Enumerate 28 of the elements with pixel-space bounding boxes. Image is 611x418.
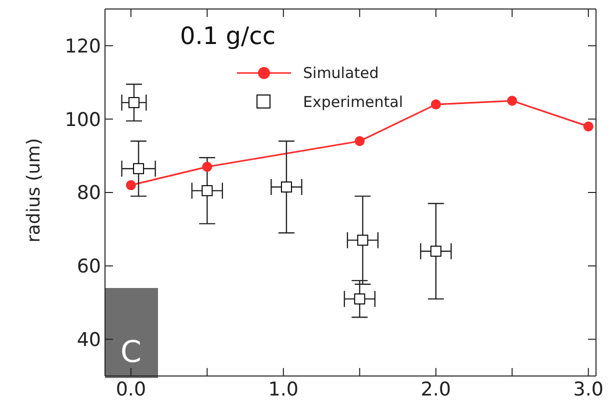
point [354,136,365,146]
y-tick-label: 100 [64,108,101,131]
panel-letter-box: C [105,288,158,378]
annotation: C [120,335,142,370]
y-tick-label: 40 [76,329,101,352]
y-axis-title: radius (um) [23,138,44,242]
x-tick-label: 2.0 [420,378,451,400]
point [126,180,136,190]
point [430,99,441,110]
legend-label: Simulated [303,64,379,82]
point [280,181,292,192]
x-tick-label: 1.0 [268,378,299,400]
x-tick-label: 0.0 [116,378,146,400]
point [357,234,368,246]
point [133,163,144,174]
point [430,246,442,257]
y-tick-label: 60 [76,256,101,278]
point [202,162,212,172]
point [354,293,366,304]
y-tick-label: 120 [64,35,101,58]
point [128,97,140,108]
point [202,185,213,196]
y-tick-label: 80 [76,182,101,204]
text: 0.1 g/cc [180,22,276,50]
point [507,96,518,106]
x-tick-label: 3.0 [573,378,604,400]
legend-label: Experimental [303,92,404,110]
point [583,121,594,132]
